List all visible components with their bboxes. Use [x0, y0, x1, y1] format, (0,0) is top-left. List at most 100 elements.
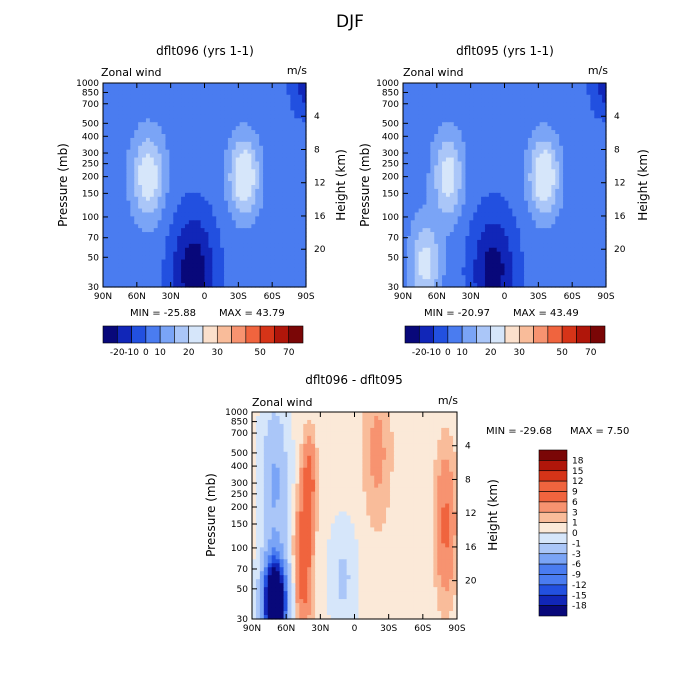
heatmap-cell [263, 224, 268, 229]
heatmap-cell [196, 232, 202, 237]
heatmap-cell [492, 173, 498, 178]
heatmap-cell [539, 122, 545, 127]
heatmap-cell [414, 126, 420, 131]
heatmap-cell [302, 208, 307, 214]
heatmap-cell [149, 188, 155, 194]
heatmap-cell [594, 141, 599, 147]
heatmap-cell [465, 204, 470, 210]
heatmap-cell [492, 212, 498, 217]
heatmap-cell [578, 137, 584, 143]
heatmap-cell [188, 141, 194, 147]
heatmap-cell [247, 122, 252, 127]
heatmap-cell [208, 114, 213, 119]
heatmap-cell [126, 130, 131, 135]
heatmap-cell [488, 177, 494, 182]
heatmap-cell [422, 161, 428, 166]
heatmap-cell [196, 228, 202, 233]
heatmap-cell [126, 196, 131, 202]
heatmap-cell [263, 83, 268, 88]
heatmap-cell [484, 149, 490, 155]
heatmap-cell [235, 126, 241, 131]
heatmap-cell [161, 239, 167, 245]
heatmap-cell [247, 220, 252, 225]
heatmap-cell [243, 192, 249, 198]
heatmap-cell [251, 153, 256, 159]
heatmap-cell [302, 275, 307, 280]
heatmap-cell [438, 177, 443, 182]
heatmap-cell [551, 110, 556, 115]
heatmap-cell [434, 192, 439, 198]
heatmap-cell [103, 118, 108, 123]
heatmap-cell [259, 259, 264, 265]
heatmap-cell [157, 275, 163, 280]
panel-dflt095: dflt095 (yrs 1-1) Zonal wind m/s MIN = -… [358, 44, 650, 358]
heatmap-cell [138, 130, 143, 135]
heatmap-cell [204, 196, 209, 202]
heatmap-cell [508, 106, 513, 112]
heatmap-cell [481, 173, 486, 178]
heatmap-cell [134, 122, 139, 127]
heatmap-cell [551, 181, 556, 186]
heatmap-cell [212, 185, 217, 190]
heatmap-cell [216, 118, 221, 123]
heatmap-cell [508, 243, 513, 249]
heatmap-cell [406, 122, 412, 127]
heatmap-cell [527, 83, 533, 88]
heatmap-cell [535, 169, 541, 174]
heatmap-cell [434, 137, 439, 143]
heatmap-cell [531, 224, 537, 229]
heatmap-cell [578, 161, 584, 166]
heatmap-cell [122, 247, 128, 253]
heatmap-cell [473, 224, 478, 229]
heatmap-cell [208, 83, 213, 88]
heatmap-cell [457, 161, 463, 166]
heatmap-cell [145, 137, 151, 143]
heatmap-cell [453, 106, 459, 112]
heatmap-cell [173, 102, 178, 108]
heatmap-cell [496, 134, 502, 139]
heatmap-cell [438, 216, 443, 221]
heatmap-cell [555, 224, 560, 229]
heatmap-cell [169, 196, 174, 202]
heatmap-cell [251, 267, 256, 272]
heatmap-cell [169, 216, 174, 221]
heatmap-cell [173, 83, 178, 88]
heatmap-cell [184, 86, 190, 92]
heatmap-cell [255, 157, 260, 163]
heatmap-cell [481, 243, 486, 249]
heatmap-cell [118, 251, 124, 257]
heatmap-cell [457, 169, 463, 174]
heatmap-cell [481, 86, 486, 92]
heatmap-cell [524, 200, 529, 206]
heatmap-cell [570, 220, 576, 225]
heatmap-cell [302, 90, 307, 96]
heatmap-cell [453, 220, 459, 225]
heatmap-cell [177, 216, 182, 221]
heatmap-cell [208, 216, 213, 221]
heatmap-cell [270, 204, 276, 210]
heatmap-cell [149, 110, 155, 115]
heatmap-cell [181, 216, 186, 221]
heatmap-cell [438, 243, 443, 249]
heatmap-cell [106, 181, 112, 186]
heatmap-cell [103, 232, 108, 237]
heatmap-cell [118, 157, 124, 163]
heatmap-cell [220, 153, 225, 159]
heatmap-cell [559, 177, 564, 182]
heatmap-cell [586, 90, 591, 96]
heatmap-cell [524, 239, 529, 245]
heatmap-cell [153, 134, 159, 139]
heatmap-cell [216, 126, 221, 131]
heatmap-cell [251, 177, 256, 182]
heatmap-cell [255, 236, 260, 241]
heatmap-cell [126, 185, 131, 190]
heatmap-cell [418, 106, 424, 112]
heatmap-cell [220, 137, 225, 143]
heatmap-cell [239, 236, 245, 241]
heatmap-cell [520, 83, 525, 88]
heatmap-cell [586, 161, 591, 166]
heatmap-cell [512, 114, 517, 119]
heatmap-cell [563, 181, 568, 186]
heatmap-cell [177, 177, 182, 182]
heatmap-cell [192, 275, 198, 280]
